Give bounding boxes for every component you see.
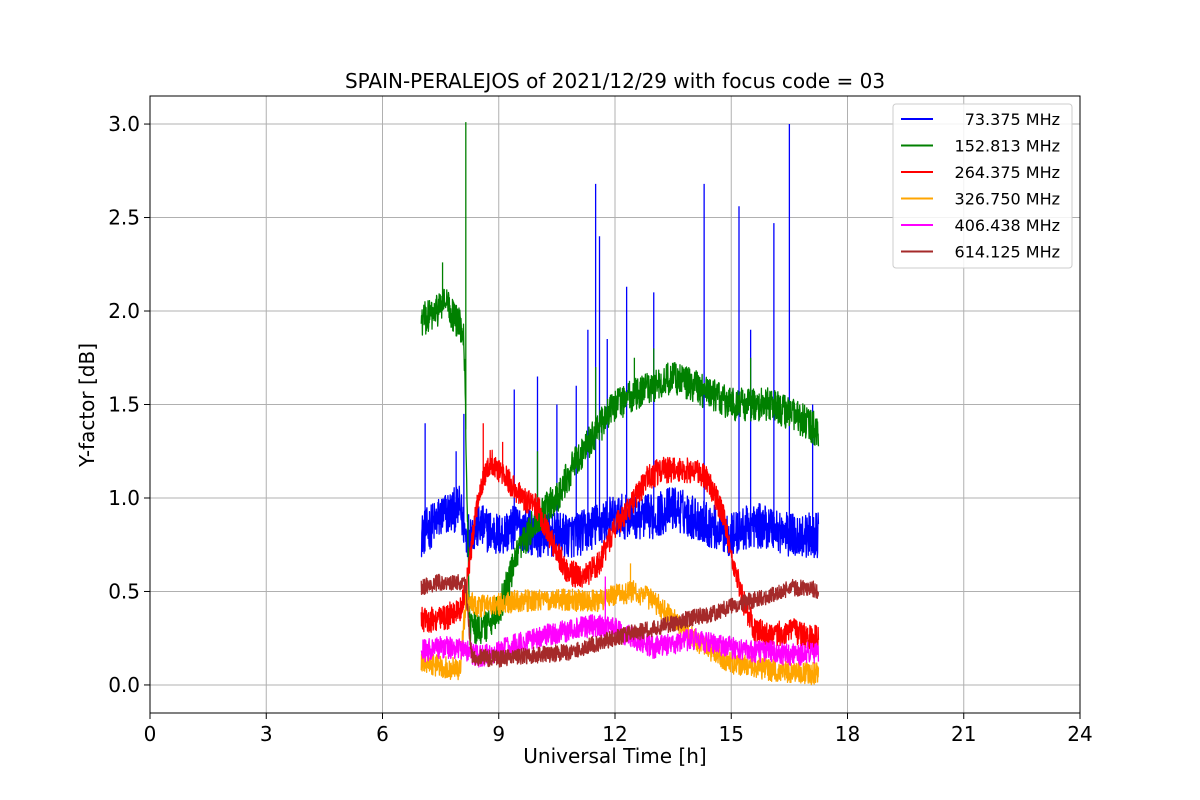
series-area [420,122,820,686]
x-tick-label: 9 [492,722,505,746]
legend-box [892,103,1073,269]
legend-label: 406.438 MHz [955,216,1060,235]
y-tick-label: 1.0 [108,486,140,510]
x-tick-label: 0 [144,722,157,746]
y-tick-label: 0.5 [108,579,140,603]
series-line-4 [420,563,820,686]
legend-label: 326.750 MHz [955,190,1060,209]
series-line-1 [420,124,820,559]
chart-title: SPAIN-PERALEJOS of 2021/12/29 with focus… [345,69,885,93]
x-axis-label: Universal Time [h] [523,744,706,768]
y-tick-label: 0.0 [108,673,140,697]
axis-ticks: 0 3 6 9 12 15 18 21 24 0.0 0.5 1.0 1.5 2.0 2.5 3.0 [108,112,1093,746]
y-tick-label: 2.5 [108,206,140,230]
y-tick-label: 3.0 [108,112,140,136]
x-tick-label: 21 [951,722,976,746]
series-line-6 [420,573,820,668]
legend-label: 614.125 MHz [955,243,1060,262]
x-tick-label: 6 [376,722,389,746]
legend-label: 264.375 MHz [955,163,1060,182]
x-tick-label: 15 [719,722,744,746]
x-tick-label: 12 [602,722,627,746]
x-tick-label: 3 [260,722,273,746]
legend-label: 73.375 MHz [965,110,1060,129]
x-tick-label: 24 [1067,722,1092,746]
series-line-2 [420,122,820,646]
y-axis-label: Y-factor [dB] [75,343,99,468]
legend: 73.375 MHz 152.813 MHz 264.375 MHz 326.750 … [892,103,1073,269]
y-tick-label: 1.5 [108,393,140,417]
y-tick-label: 2.0 [108,299,140,323]
x-tick-label: 18 [835,722,860,746]
legend-label: 152.813 MHz [955,137,1060,156]
series-line-3 [420,423,820,652]
